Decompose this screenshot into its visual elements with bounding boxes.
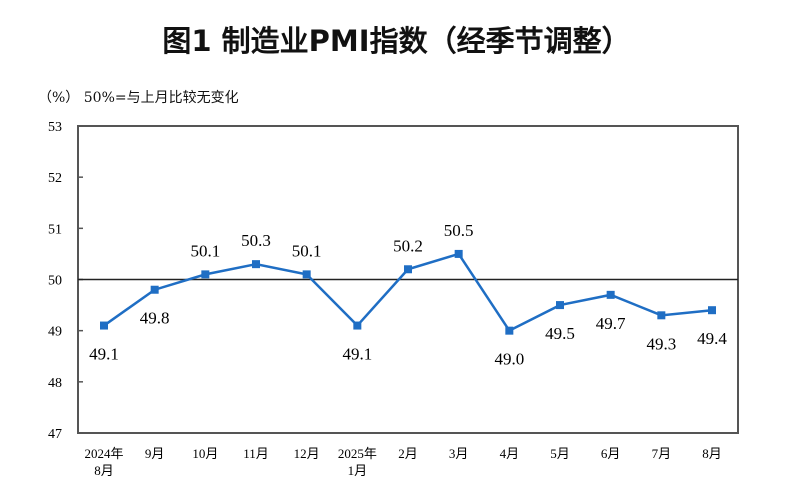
x-tick-label: 2月	[398, 446, 418, 461]
data-label: 49.3	[646, 334, 676, 353]
data-label: 50.1	[190, 241, 220, 260]
x-tick-label: 11月	[243, 446, 269, 461]
data-point	[505, 326, 514, 335]
x-tick-label: 8月	[94, 463, 114, 478]
data-point	[353, 321, 362, 330]
x-tick-label: 9月	[145, 446, 165, 461]
data-point	[201, 270, 210, 279]
y-tick-label: 49	[48, 325, 62, 340]
data-label: 49.1	[342, 345, 372, 364]
x-tick-label: 3月	[449, 446, 469, 461]
data-label: 49.0	[494, 350, 524, 369]
x-tick-label: 10月	[192, 446, 218, 461]
data-point	[100, 321, 108, 330]
data-point	[302, 270, 311, 279]
data-label: 50.3	[241, 231, 271, 250]
data-label: 50.2	[393, 236, 423, 255]
y-tick-label: 50	[48, 274, 62, 289]
data-label: 49.8	[140, 309, 170, 328]
y-tick-label: 52	[48, 171, 62, 186]
data-point	[708, 306, 716, 315]
x-tick-label: 8月	[702, 446, 722, 461]
data-label: 49.1	[89, 345, 119, 364]
data-label: 49.7	[596, 314, 626, 333]
x-tick-label: 4月	[500, 446, 520, 461]
data-point	[657, 311, 666, 320]
data-point	[252, 260, 260, 269]
x-tick-label: 1月	[348, 463, 368, 478]
data-point	[454, 249, 463, 258]
chart-title: 图1 制造业PMI指数（经季节调整）	[162, 24, 631, 58]
y-tick-label: 47	[48, 427, 62, 442]
x-tick-label: 5月	[550, 446, 570, 461]
data-point	[556, 301, 564, 310]
data-label: 50.5	[444, 221, 474, 240]
data-point	[404, 265, 412, 274]
x-tick-label: 7月	[652, 446, 672, 461]
data-point	[150, 285, 159, 294]
data-point	[606, 290, 615, 299]
x-tick-label: 6月	[601, 446, 621, 461]
x-tick-label: 2024年	[84, 446, 123, 461]
y-tick-label: 48	[48, 376, 62, 391]
x-tick-label: 2025年	[338, 446, 377, 461]
unit-note: （%） 50%=与上月比较无变化	[38, 90, 239, 106]
y-tick-label: 53	[48, 120, 62, 135]
y-tick-label: 51	[48, 222, 62, 237]
data-label: 49.4	[697, 329, 727, 348]
data-label: 50.1	[292, 241, 322, 260]
x-tick-label: 12月	[294, 446, 320, 461]
data-label: 49.5	[545, 324, 575, 343]
